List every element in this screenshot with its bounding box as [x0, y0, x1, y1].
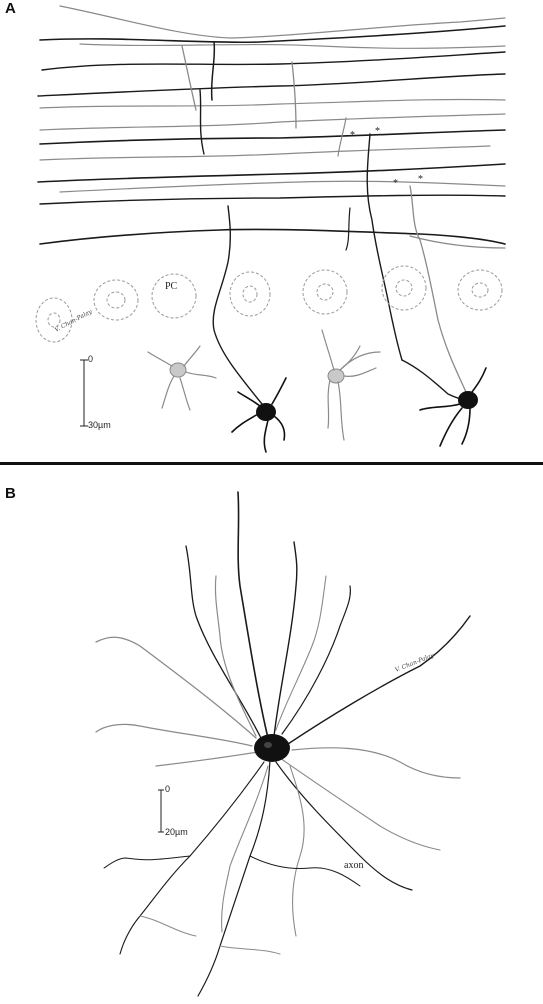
purkinje-cell-outline [316, 283, 334, 301]
parallel-fibers [37, 5, 506, 249]
parallel-fiber [59, 180, 506, 193]
purkinje-cell-outline [242, 285, 258, 303]
axon [249, 855, 361, 887]
axon [103, 855, 191, 869]
cell-body [256, 403, 276, 421]
cell-body [458, 391, 478, 409]
panel-a-drawing: * * * * PC V. Chan-Palay [35, 5, 506, 453]
parallel-fiber [39, 25, 506, 44]
asterisk-marker: * [375, 126, 380, 137]
scale-bar-b: 0 20µm [158, 784, 188, 837]
panel-b: B [0, 466, 543, 1004]
purkinje-cell-outline [151, 273, 197, 319]
scale-bar-a: 0 30µm [80, 354, 111, 430]
ascending-axon [366, 133, 403, 361]
ascending-axon [291, 61, 297, 129]
purkinje-cell-outline [229, 271, 271, 317]
dendrite [185, 545, 263, 741]
parallel-fiber [39, 145, 491, 161]
ascending-axon [212, 205, 263, 405]
dendrite [273, 541, 298, 737]
purkinje-cell-outline [395, 279, 413, 297]
dendrite [95, 723, 253, 747]
dendrite [275, 575, 327, 731]
purkinje-cell-outline [381, 265, 427, 311]
asterisk-marker: * [393, 178, 398, 189]
purkinje-cell-outline [93, 279, 139, 321]
axon [197, 759, 271, 997]
parallel-fiber [37, 73, 506, 97]
purkinje-cell-outline [35, 297, 73, 343]
dendrite [281, 585, 351, 735]
ascending-axon [337, 117, 347, 157]
parallel-fiber [39, 129, 506, 145]
dendrites [231, 377, 287, 453]
parallel-fiber [39, 113, 506, 131]
ascending-axon [210, 41, 216, 101]
parallel-fiber [409, 235, 506, 249]
purkinje-cell-outline [106, 291, 126, 309]
ascending-axon [409, 185, 467, 393]
dendrite [287, 615, 471, 745]
purkinje-cell-outline [302, 269, 348, 315]
purkinje-cell-outline [47, 312, 61, 328]
cell-body [254, 734, 290, 762]
scale-bar-top-label: 0 [165, 784, 170, 794]
purkinje-cells [35, 265, 503, 343]
axon [275, 761, 413, 891]
panel-b-drawing: V. Chan-Palay axon 0 20µm [95, 491, 471, 997]
axon [221, 765, 269, 933]
parallel-fiber [39, 194, 506, 205]
dendrite [237, 491, 269, 739]
purkinje-cell-outline [471, 282, 489, 298]
parallel-fiber [37, 163, 506, 183]
dendrites [321, 329, 381, 441]
parallel-fiber [39, 228, 506, 245]
parallel-fiber [39, 98, 506, 109]
dendrite [155, 751, 259, 767]
ascending-axon [181, 45, 197, 111]
cell-body [169, 362, 187, 378]
golgi-cell-processes [95, 491, 471, 997]
ascending-axon [199, 89, 205, 155]
axon [139, 915, 197, 937]
asterisk-marker: * [418, 174, 423, 185]
dendrites [147, 345, 217, 411]
scale-bar-bottom-label: 30µm [88, 420, 111, 430]
dendrites [419, 367, 487, 447]
parallel-fiber [79, 43, 506, 49]
scale-bar-bottom-label: 20µm [165, 827, 188, 837]
granule-cell-grey-left [147, 345, 217, 411]
panel-divider [0, 462, 543, 465]
scale-bar-top-label: 0 [88, 354, 93, 364]
panel-b-label: B [5, 485, 16, 502]
purkinje-cell-outline [457, 269, 503, 311]
axon [119, 761, 265, 955]
granule-cell-black-left [231, 377, 287, 453]
dendrite [291, 747, 461, 779]
axon [289, 765, 305, 937]
axon-label: axon [344, 860, 363, 871]
golgi-cell-body [254, 734, 290, 762]
asterisk-marker: * [350, 130, 355, 141]
artist-signature: V. Chan-Palay [394, 652, 435, 674]
parallel-fiber [59, 5, 506, 39]
granule-cell-black-right [419, 367, 487, 447]
dendrite [95, 636, 257, 739]
panel-a-label: A [5, 0, 16, 17]
dendrite [214, 575, 257, 737]
granule-cell-grey-right [321, 329, 381, 441]
panel-a: A [0, 0, 543, 462]
pc-label: PC [165, 281, 178, 292]
parallel-fiber [41, 51, 506, 71]
ascending-axon [345, 207, 351, 251]
axon [219, 945, 281, 955]
ascending-axons [181, 41, 471, 405]
axon [279, 757, 441, 851]
